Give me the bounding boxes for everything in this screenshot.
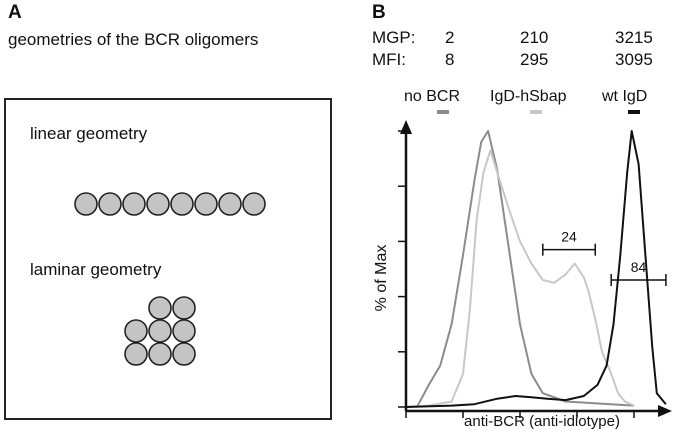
linear-unit-circle [170, 192, 194, 216]
linear-unit-circle [146, 192, 170, 216]
mfi-value-wt-igd: 3095 [615, 50, 653, 69]
laminar-unit-circle [172, 296, 196, 320]
laminar-unit-circle [172, 319, 196, 343]
gates: 24 84 [542, 229, 667, 287]
histogram-curve-no-bcr [405, 130, 635, 408]
laminar-unit-circle [148, 319, 172, 343]
linear-unit-circle [74, 192, 98, 216]
histogram-curves [405, 130, 667, 408]
oligomer-drawing [74, 192, 266, 366]
legend-label-wt-igd: wt IgD [602, 88, 648, 105]
chart-axes [400, 120, 672, 417]
legend-swatch-igd-hsbap [530, 110, 542, 114]
mgp-value-wt-igd: 3215 [615, 28, 653, 47]
laminar-unit-circle [172, 342, 196, 366]
mfi-value-igd-hsbap: 295 [520, 50, 549, 69]
histogram-chart: 24 84 % of Max anti-BCR (anti-idiotype) [373, 120, 672, 430]
geometry-box: linear geometry laminar geometry [4, 98, 332, 420]
laminar-geometry-label: laminar geometry [30, 260, 162, 279]
mgp-value-no-bcr: 2 [445, 28, 455, 47]
histogram-curve-wt-igd [405, 130, 667, 408]
linear-unit-circle [98, 192, 122, 216]
x-axis-ticks [405, 411, 635, 418]
mfi-label: MFI: [372, 50, 406, 69]
gate-label: 24 [561, 229, 577, 245]
mgp-value-igd-hsbap: 210 [520, 28, 549, 47]
laminar-unit-circle [124, 319, 148, 343]
mfi-value-no-bcr: 8 [445, 50, 455, 69]
y-axis-arrow-icon [400, 120, 412, 134]
y-axis-label: % of Max [373, 245, 390, 312]
panel-a-letter: A [8, 2, 22, 23]
laminar-unit-circle [124, 342, 148, 366]
x-axis-label: anti-BCR (anti-idiotype) [464, 413, 620, 430]
laminar-unit-circle [148, 296, 172, 320]
linear-geometry-label: linear geometry [30, 124, 148, 143]
y-axis-ticks [398, 130, 406, 408]
linear-unit-circle [242, 192, 266, 216]
legend-label-igd-hsbap: IgD-hSbap [490, 88, 567, 105]
linear-unit-circle [194, 192, 218, 216]
linear-unit-circle [218, 192, 242, 216]
legend-swatch-wt-igd [628, 110, 640, 114]
x-axis-arrow-icon [658, 405, 672, 417]
gate-label: 84 [631, 259, 647, 275]
linear-oligomer [74, 192, 266, 216]
legend-swatch-no-bcr [437, 110, 449, 114]
linear-unit-circle [122, 192, 146, 216]
laminar-oligomer [124, 296, 196, 366]
laminar-unit-circle [148, 342, 172, 366]
panel-a-caption: geometries of the BCR oligomers [8, 30, 259, 49]
legend-label-no-bcr: no BCR [404, 88, 461, 105]
mgp-label: MGP: [372, 28, 416, 47]
histogram-curve-igd-hsbap [405, 149, 635, 408]
panel-b-letter: B [372, 2, 386, 23]
